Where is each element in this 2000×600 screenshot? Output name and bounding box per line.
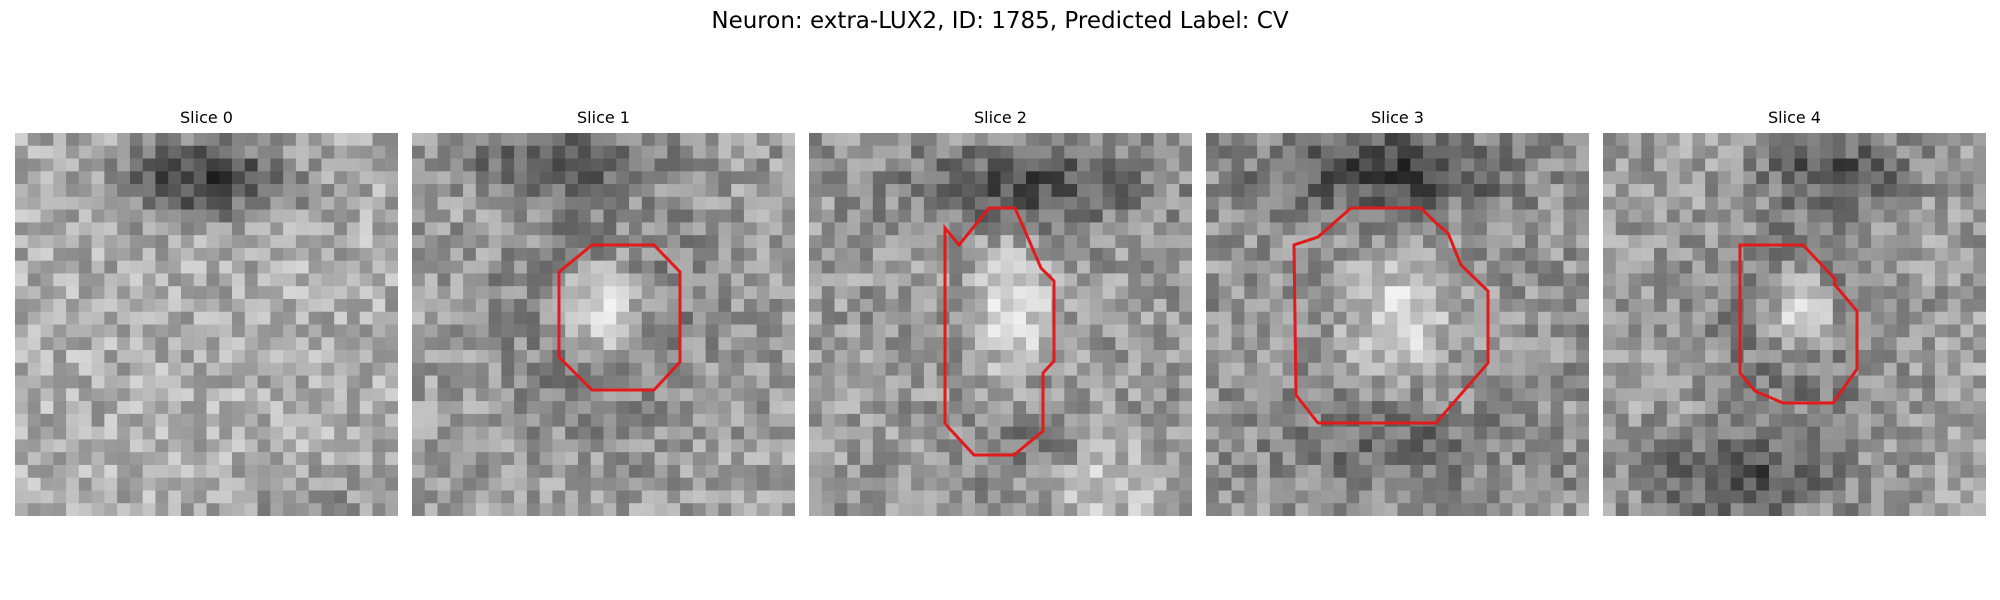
slice-2-panel [809,133,1192,516]
slice-1-contour [557,243,682,392]
slice-4-contour [1738,243,1859,405]
slice-4-panel [1603,133,1986,516]
slice-1-panel [412,133,795,516]
figure-title: Neuron: extra-LUX2, ID: 1785, Predicted … [711,8,1289,34]
panel-title-slice-0: Slice 0 [180,108,233,127]
slice-3-contour [1292,206,1490,425]
slice-4-image [1603,133,1986,516]
panel-title-slice-1: Slice 1 [577,108,630,127]
slice-2-image [809,133,1192,516]
panel-title-slice-3: Slice 3 [1371,108,1424,127]
panel-title-slice-4: Slice 4 [1768,108,1821,127]
slice-3-panel [1206,133,1589,516]
panel-title-slice-2: Slice 2 [974,108,1027,127]
slice-0-image [15,133,398,516]
slice-2-contour [943,206,1056,457]
slice-3-image [1206,133,1589,516]
slice-1-image [412,133,795,516]
slice-0-panel [15,133,398,516]
